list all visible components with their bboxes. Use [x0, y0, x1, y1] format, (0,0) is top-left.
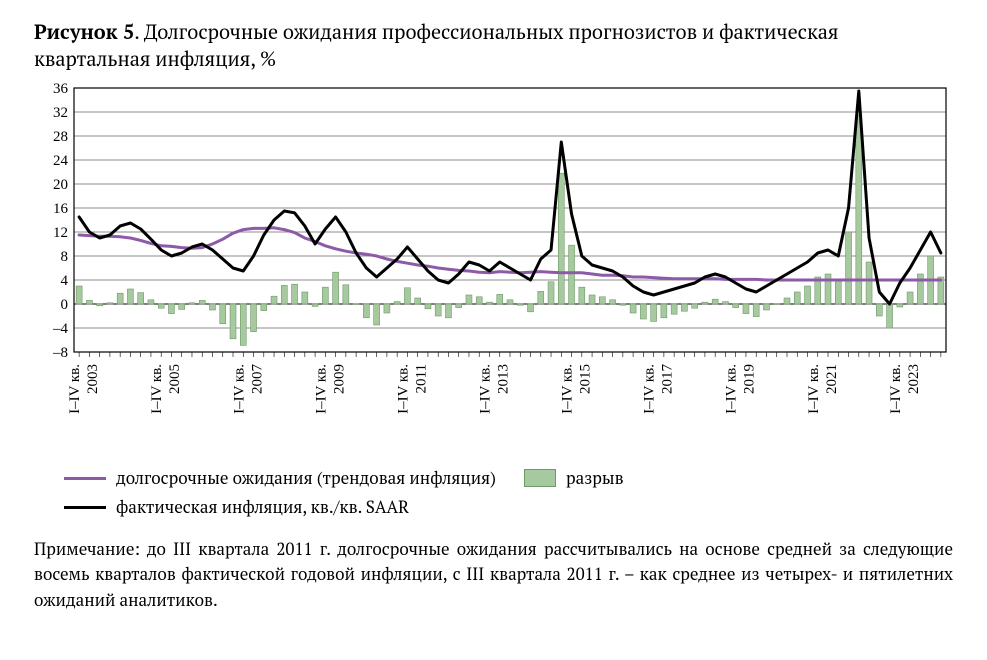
svg-text:–4: –4	[52, 321, 69, 337]
svg-text:8: 8	[61, 249, 69, 265]
legend-swatch-black-line	[64, 506, 106, 509]
svg-text:20: 20	[53, 177, 68, 193]
figure-container: Рисунок 5. Долгосрочные ожидания професс…	[0, 0, 987, 660]
legend-swatch-bars	[524, 469, 556, 487]
svg-text:36: 36	[53, 81, 69, 97]
legend-label-bars: разрыв	[566, 464, 624, 493]
svg-text:I–IV кв.: I–IV кв.	[313, 364, 329, 414]
figure-note: Примечание: до III квартала 2011 г. долг…	[34, 536, 953, 613]
svg-text:2015: 2015	[578, 364, 594, 394]
svg-text:I–IV кв.: I–IV кв.	[724, 364, 740, 414]
svg-text:I–IV кв.: I–IV кв.	[67, 364, 83, 414]
svg-text:I–IV кв.: I–IV кв.	[477, 364, 493, 414]
svg-text:0: 0	[61, 297, 69, 313]
svg-text:16: 16	[53, 201, 69, 217]
svg-text:28: 28	[53, 129, 68, 145]
svg-text:I–IV кв.: I–IV кв.	[231, 364, 247, 414]
chart: –8–404812162024283236I–IV кв.2003I–IV кв…	[34, 80, 952, 460]
title-figure-number: Рисунок 5	[34, 18, 134, 45]
svg-text:I–IV кв.: I–IV кв.	[149, 364, 165, 414]
legend: долгосрочные ожидания (трендовая инфляци…	[34, 464, 953, 522]
svg-text:2003: 2003	[85, 364, 101, 394]
svg-text:2005: 2005	[167, 364, 183, 394]
svg-text:I–IV кв.: I–IV кв.	[560, 364, 576, 414]
svg-text:2007: 2007	[249, 364, 265, 395]
legend-label-black: фактическая инфляция, кв./кв. SAAR	[116, 493, 409, 522]
figure-title: Рисунок 5. Долгосрочные ожидания професс…	[34, 18, 953, 72]
chart-svg: –8–404812162024283236I–IV кв.2003I–IV кв…	[34, 80, 952, 460]
svg-text:2017: 2017	[660, 364, 676, 395]
svg-text:I–IV кв.: I–IV кв.	[888, 364, 904, 414]
svg-text:–8: –8	[52, 345, 68, 361]
svg-text:32: 32	[53, 105, 68, 121]
legend-label-purple: долгосрочные ожидания (трендовая инфляци…	[116, 464, 496, 493]
svg-text:2023: 2023	[906, 364, 922, 394]
svg-text:2009: 2009	[331, 364, 347, 394]
title-text: . Долгосрочные ожидания профессиональных…	[34, 18, 838, 72]
svg-text:2011: 2011	[413, 364, 429, 393]
svg-text:12: 12	[53, 225, 68, 241]
svg-text:2013: 2013	[495, 364, 511, 394]
svg-text:I–IV кв.: I–IV кв.	[642, 364, 658, 414]
svg-text:24: 24	[53, 153, 69, 169]
svg-text:I–IV кв.: I–IV кв.	[806, 364, 822, 414]
svg-text:4: 4	[61, 273, 69, 289]
legend-swatch-purple-line	[64, 477, 106, 480]
legend-row-2: фактическая инфляция, кв./кв. SAAR	[64, 493, 953, 522]
svg-text:I–IV кв.: I–IV кв.	[395, 364, 411, 414]
svg-text:2019: 2019	[742, 364, 758, 394]
legend-row-1: долгосрочные ожидания (трендовая инфляци…	[64, 464, 953, 493]
svg-text:2021: 2021	[824, 364, 840, 394]
